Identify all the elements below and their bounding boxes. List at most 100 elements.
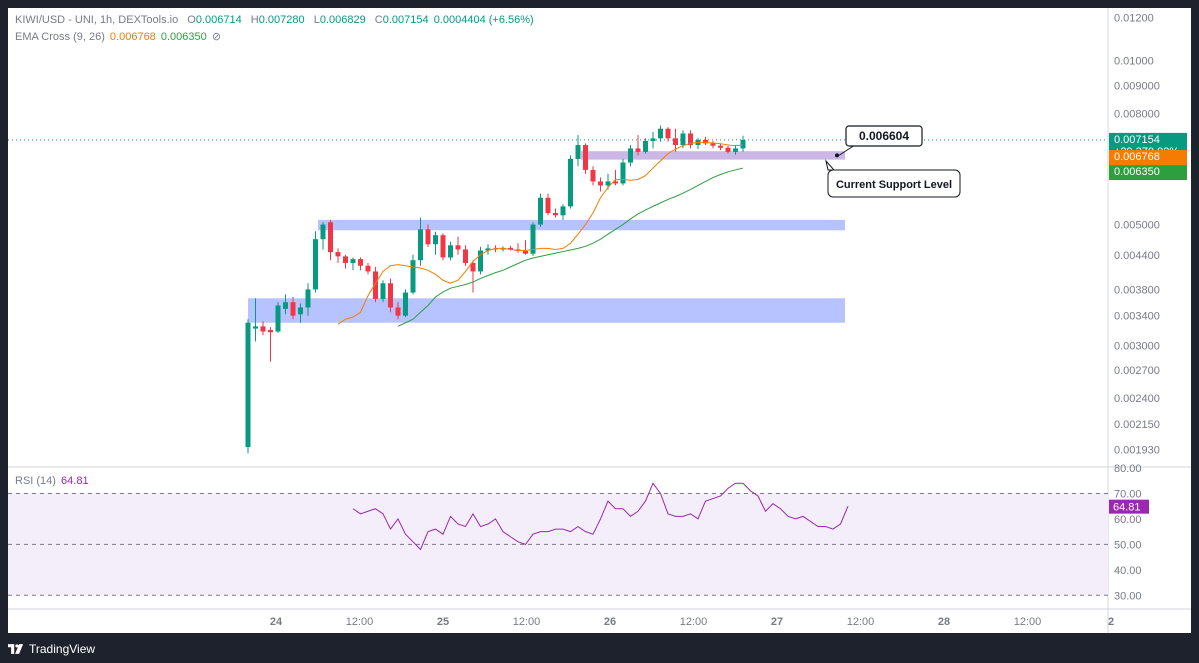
candle-body [433, 235, 438, 245]
support-callout-text: Current Support Level [836, 179, 952, 191]
candle-body [620, 162, 626, 184]
candle-body [628, 148, 633, 163]
support-callout-box [827, 169, 961, 198]
candle-body [350, 259, 356, 263]
low-label: L [313, 14, 320, 26]
candle-body [470, 262, 476, 272]
time-tick-label: 27 [771, 616, 783, 628]
candle-body [493, 248, 498, 250]
candle-body [268, 330, 273, 333]
candle-body [440, 235, 446, 258]
ema-slow-line [397, 167, 744, 327]
rsi-tick-label: 60.00 [1114, 514, 1142, 526]
candle-body [478, 250, 483, 272]
ema-fast-value: 0.006768 [109, 31, 156, 43]
rsi-tick-label: 40.00 [1114, 565, 1142, 577]
time-tick-label: 2 [1108, 616, 1114, 628]
candle-body [260, 326, 266, 332]
candle-body [733, 148, 738, 152]
candle-body [463, 249, 468, 263]
rsi-tick-label: 80.00 [1114, 463, 1142, 475]
rsi-line [352, 482, 849, 551]
candle-body [448, 245, 453, 258]
footer: TradingView [8, 639, 95, 659]
candle-body [658, 128, 663, 139]
open-value: 0.006714 [195, 14, 242, 26]
price-callout-box [845, 125, 923, 147]
rsi-band-fill [8, 493, 1108, 596]
price-tick-label: 0.002400 [1114, 393, 1160, 405]
tradingview-logo-icon [8, 644, 24, 654]
high-label: H [250, 14, 259, 26]
price-tick-label: 0.002150 [1114, 419, 1160, 431]
candle-body [253, 326, 258, 329]
chart-canvas[interactable]: 0.01200 0.01000 0.009000 0.008000 0.005000 0.… [8, 8, 1191, 633]
chart-area: 0.01200 0.01000 0.009000 0.008000 0.005000 0.… [8, 8, 1191, 633]
candle-body [410, 260, 416, 293]
price-tick-label: 0.003000 [1114, 340, 1160, 352]
hidden-eye-icon[interactable]: ⊘ [211, 31, 222, 43]
candle-body [740, 140, 746, 149]
ema-slow-tag-text: 0.006350 [1114, 166, 1160, 178]
last-price-tag-text: 0.007154 [1114, 134, 1160, 146]
support-zone-lower [248, 298, 845, 323]
candle-body [425, 229, 431, 245]
candle-body [613, 181, 618, 184]
open-label: O [187, 14, 196, 26]
rsi-tag-bg [1109, 499, 1149, 514]
candle-body [583, 145, 588, 170]
candle-body [710, 143, 716, 146]
price-tick-label: 0.001930 [1114, 445, 1160, 457]
candle-body [373, 271, 378, 299]
price-tick-label: 0.002700 [1114, 365, 1160, 377]
ema-fast-line [337, 141, 744, 325]
ema-legend[interactable]: EMA Cross (9, 26) 0.006768 0.006350 ⊘ [15, 30, 221, 43]
candle-body [365, 265, 371, 272]
candle-body [530, 224, 536, 254]
candle-body [635, 148, 641, 152]
ema-slow-tag-bg [1109, 165, 1187, 181]
symbol-legend: KIWI/USD - UNI, 1h, DEXTools.io O0.00671… [15, 14, 534, 26]
candle-body [605, 181, 611, 186]
support-zone-middle [318, 219, 845, 231]
price-tick-label: 0.005000 [1114, 220, 1160, 232]
candle-body [418, 229, 423, 261]
candle-body [388, 283, 393, 308]
candle-body [688, 133, 693, 146]
time-tick-label: 24 [270, 616, 283, 628]
candle-body [455, 245, 461, 250]
candle-body [568, 158, 573, 207]
candle-body [485, 248, 491, 251]
price-tick-label: 0.01200 [1114, 13, 1154, 25]
symbol-title: KIWI/USD - UNI, 1h, DEXTools.io [15, 14, 179, 26]
candle-body [343, 256, 348, 263]
candle-body [313, 239, 318, 290]
candle-body [335, 252, 341, 257]
ema-label: EMA Cross (9, 26) [15, 31, 105, 43]
close-label: C [374, 14, 383, 26]
ema-fast-tag-text: 0.006768 [1114, 151, 1160, 163]
rsi-tick-label: 30.00 [1114, 590, 1142, 602]
candle-body [553, 213, 558, 216]
candle-body [643, 141, 648, 152]
footer-brand: TradingView [29, 642, 96, 656]
candle-body [320, 224, 326, 240]
candle-body [523, 251, 528, 254]
support-zone-current [581, 151, 845, 160]
candle-body [598, 181, 603, 186]
rsi-tick-label: 50.00 [1114, 539, 1142, 551]
candle-body [680, 133, 686, 146]
candle-body [328, 222, 333, 253]
candle-body [545, 197, 551, 214]
price-tick-label: 0.003800 [1114, 284, 1160, 296]
time-tick-label: 12:00 [847, 616, 875, 628]
rsi-legend[interactable]: RSI (14) 64.81 [15, 475, 89, 487]
price-tick-label: 0.009000 [1114, 81, 1160, 93]
high-value: 0.007280 [258, 14, 305, 26]
candle-body [358, 259, 363, 266]
price-tick-label: 0.008000 [1114, 108, 1160, 120]
candle-body [298, 307, 303, 315]
ema-slow-value: 0.006350 [160, 31, 207, 43]
time-tick-label: 28 [938, 616, 950, 628]
